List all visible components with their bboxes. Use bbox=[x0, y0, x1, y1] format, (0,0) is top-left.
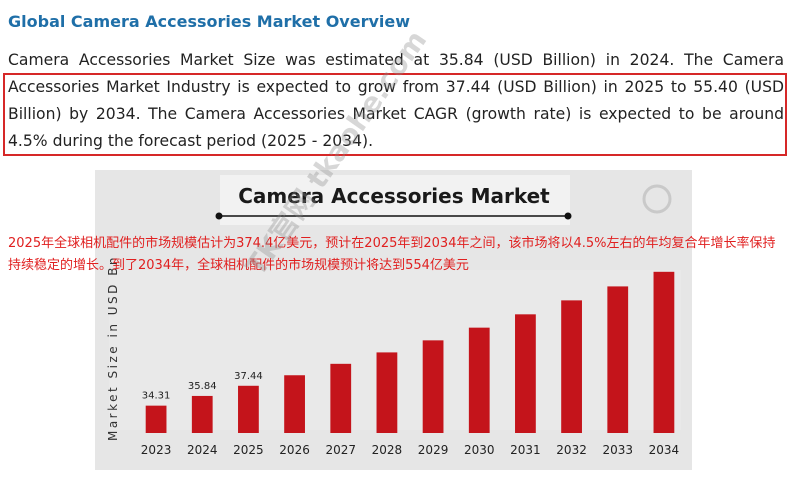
tick-label-2029: 2029 bbox=[418, 443, 449, 457]
bar-2030 bbox=[468, 327, 490, 433]
tick-label-2023: 2023 bbox=[141, 443, 172, 457]
tick-label-2032: 2032 bbox=[556, 443, 587, 457]
data-label-2025: 37.44 bbox=[234, 371, 263, 382]
bar-2028 bbox=[376, 352, 398, 433]
tick-label-2024: 2024 bbox=[187, 443, 218, 457]
annotation-text: 2025年全球相机配件的市场规模估计为374.4亿美元，预计在2025年到203… bbox=[8, 236, 776, 273]
y-axis-label: Market Size in USD Bn bbox=[106, 255, 120, 441]
logo-icon bbox=[642, 184, 672, 214]
bar-2031 bbox=[515, 314, 536, 433]
tick-label-2026: 2026 bbox=[279, 443, 310, 457]
bar-2032 bbox=[561, 300, 582, 433]
data-label-2024: 35.84 bbox=[188, 381, 217, 392]
tick-label-2027: 2027 bbox=[325, 443, 356, 457]
bar-2034 bbox=[653, 271, 675, 433]
bar-2025 bbox=[238, 385, 259, 433]
bar-chart: Camera Accessories Market 34.31 2023 35.84 2… bbox=[106, 175, 681, 457]
tick-label-2033: 2033 bbox=[602, 443, 633, 457]
highlight-box bbox=[3, 73, 787, 156]
chart-title: Camera Accessories Market bbox=[238, 184, 550, 208]
data-label-2023: 34.31 bbox=[142, 391, 171, 402]
divider-dot-left bbox=[215, 212, 223, 220]
bar-2029 bbox=[422, 340, 444, 433]
bar-2033 bbox=[607, 286, 629, 433]
divider-dot-right bbox=[564, 212, 572, 220]
page-title: Global Camera Accessories Market Overvie… bbox=[8, 12, 411, 31]
bar-2024 bbox=[191, 395, 213, 433]
tick-label-2025: 2025 bbox=[233, 443, 264, 457]
bar-2023 bbox=[145, 405, 167, 433]
tick-label-2031: 2031 bbox=[510, 443, 541, 457]
market-overview-paragraph: Camera Accessories Market Size was estim… bbox=[8, 51, 784, 150]
bar-2026 bbox=[284, 375, 305, 433]
bar-2027 bbox=[330, 363, 352, 433]
tick-label-2028: 2028 bbox=[372, 443, 403, 457]
tick-label-2034: 2034 bbox=[649, 443, 680, 457]
tick-label-2030: 2030 bbox=[464, 443, 495, 457]
chart-frame: Camera Accessories Market 34.31 2023 35.84 2… bbox=[95, 170, 692, 470]
